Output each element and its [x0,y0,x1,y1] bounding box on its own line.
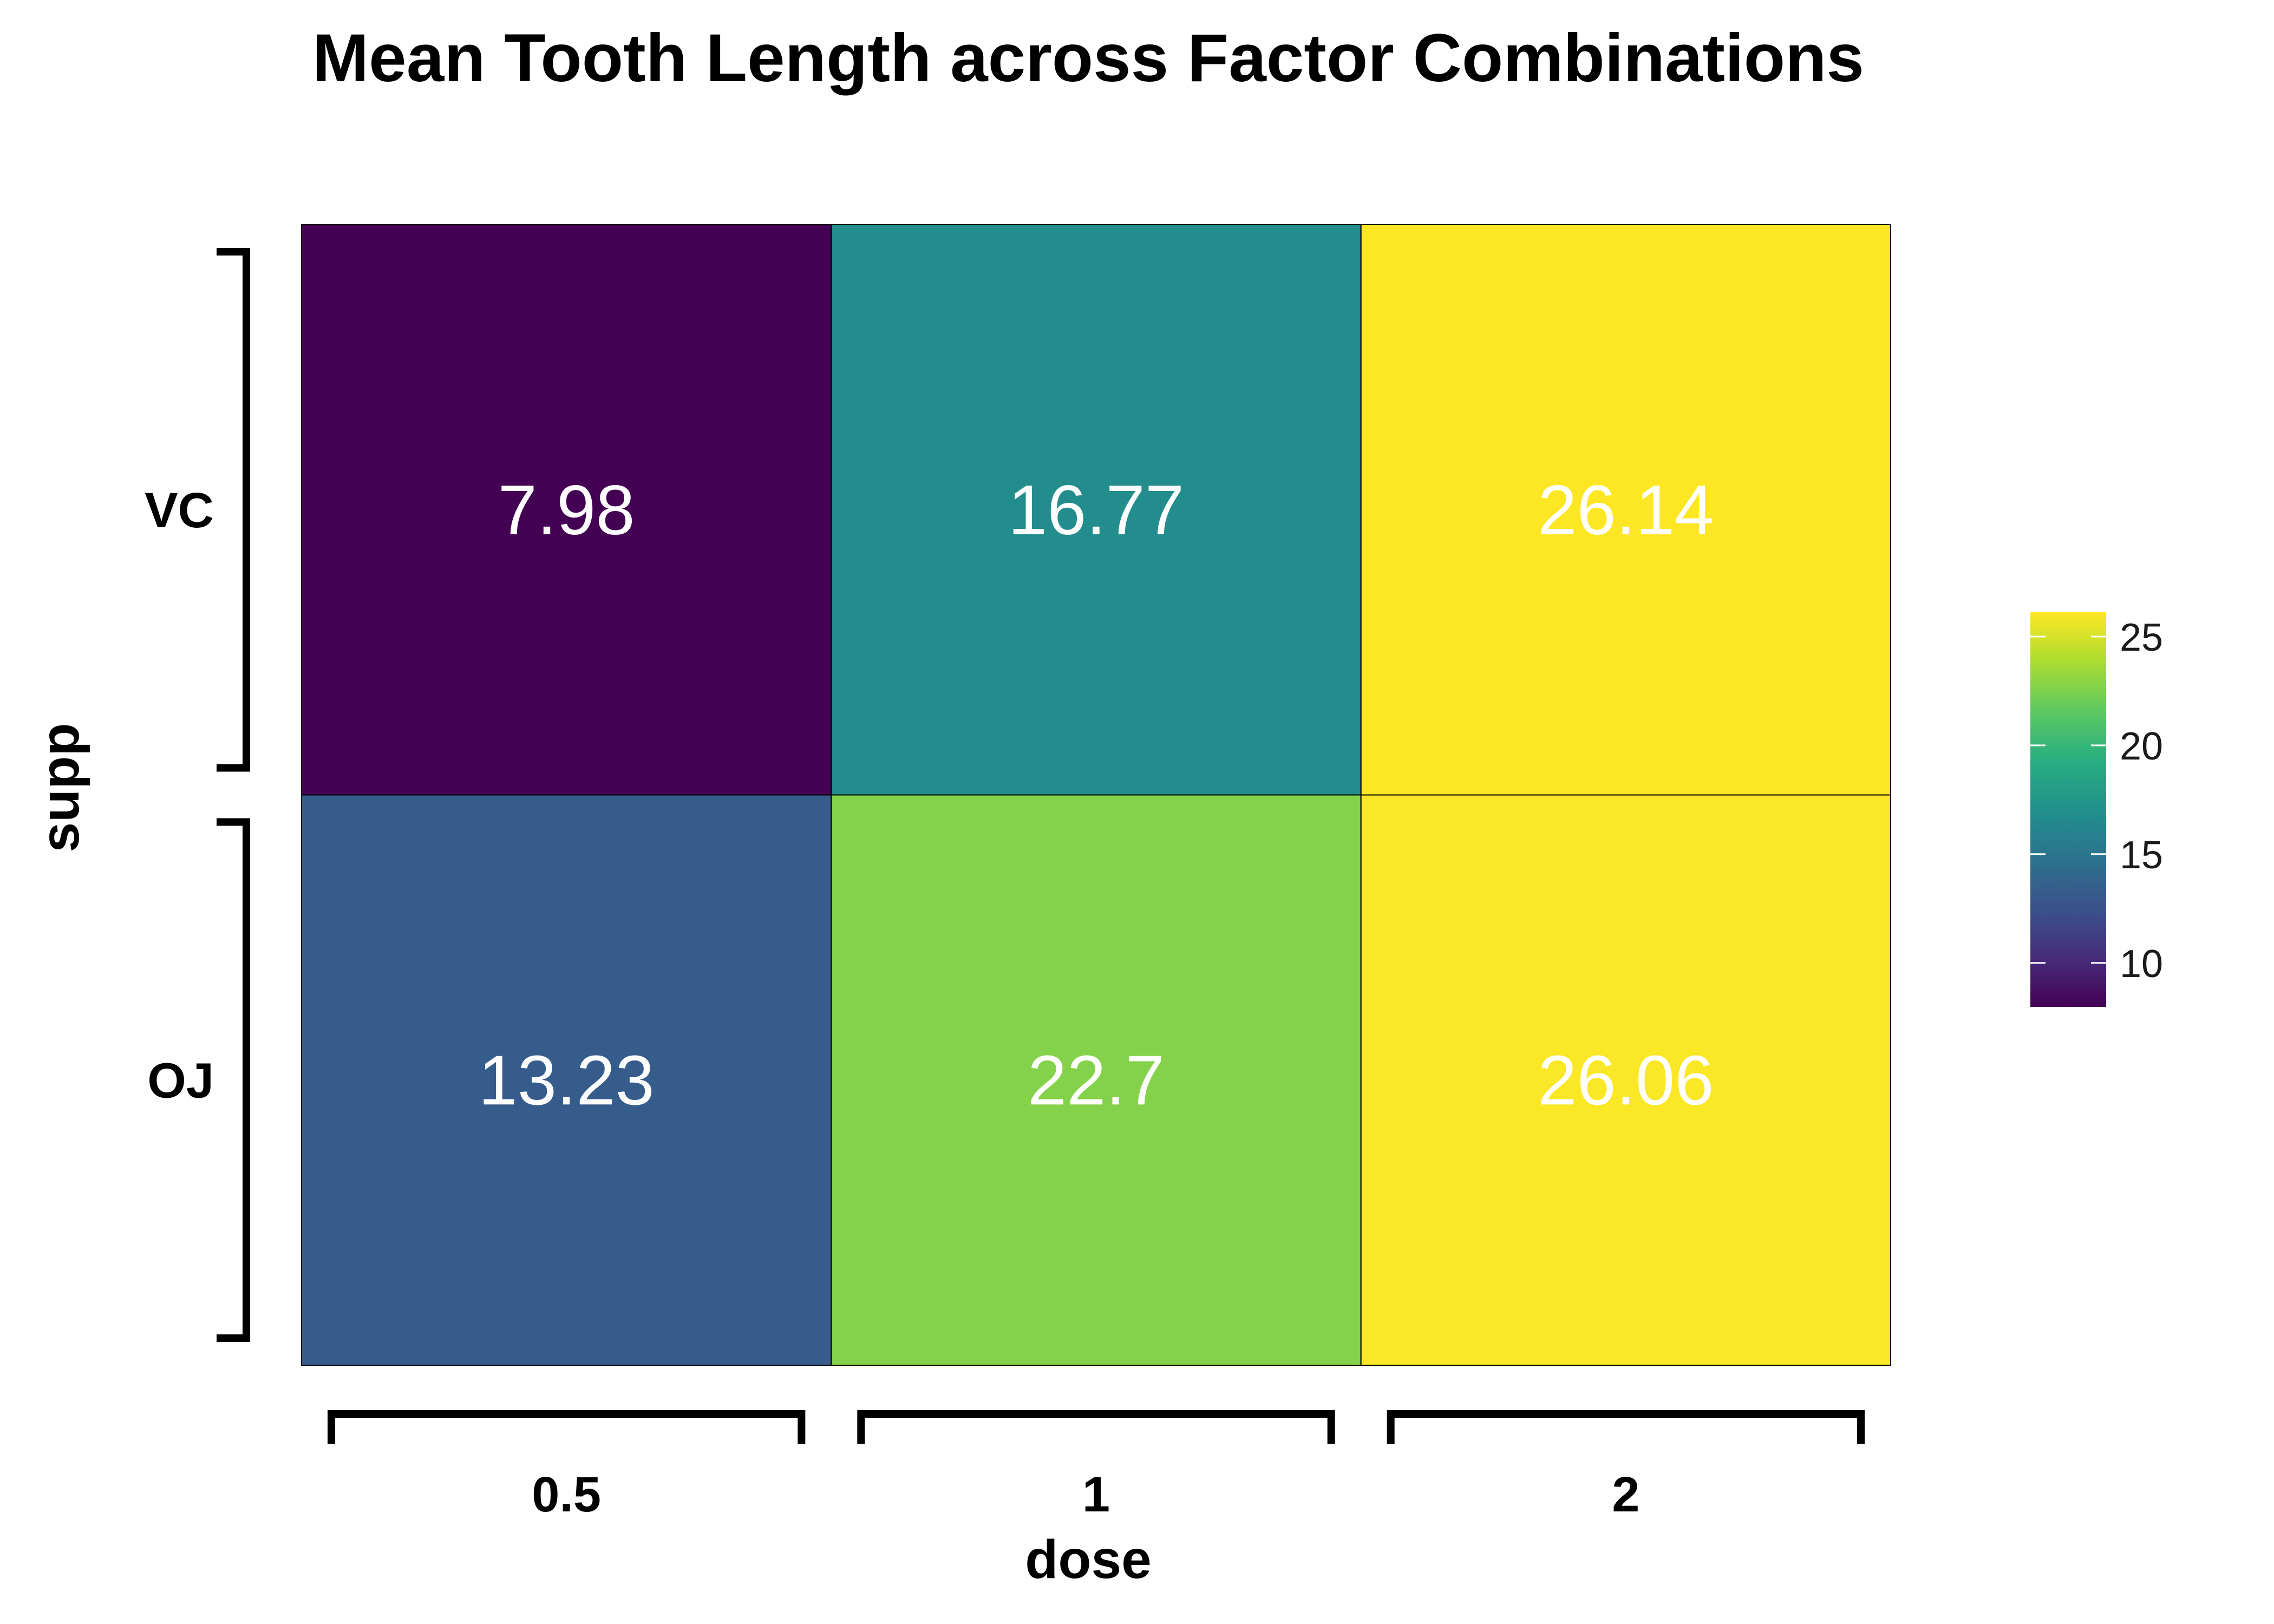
y-axis-brackets [217,248,250,1342]
cell-value-label: 16.77 [1008,470,1184,549]
x-bracket-2 [1387,1410,1865,1444]
heatmap-cell-vc-2 [1360,224,1892,796]
y-tick-labels: VC OJ [145,483,214,1109]
heatmap-cell-oj-0_5 [301,794,832,1366]
cell-value-label: 26.14 [1538,470,1714,549]
chart-title: Mean Tooth Length across Factor Combinat… [312,21,1864,96]
colorbar-tick-label: 25 [2120,616,2163,659]
cell-value-label: 22.7 [1028,1040,1165,1119]
heatmap-cell-vc-0_5 [301,224,832,796]
x-axis-brackets [328,1410,1865,1444]
colorbar-tick-label: 20 [2120,725,2163,768]
cell-value-labels: 7.98 16.77 26.14 13.23 22.7 26.06 [479,470,1714,1120]
y-tick-label: OJ [147,1053,214,1108]
colorbar-tick-label: 15 [2120,834,2163,877]
x-tick-label: 1 [1082,1467,1110,1522]
x-tick-label: 0.5 [532,1467,601,1522]
x-tick-labels: 0.5 1 2 [532,1467,1639,1522]
cell-value-label: 26.06 [1538,1040,1714,1119]
x-bracket-1 [857,1410,1335,1444]
heatmap-cell-oj-1 [831,794,1362,1366]
y-axis-title: supp [30,723,90,853]
cell-value-label: 7.98 [498,470,635,549]
colorbar [2030,612,2106,1007]
color-legend: 10 15 20 25 [2030,612,2163,1007]
heatmap-cells [301,224,1892,1366]
heatmap-cell-vc-1 [831,224,1362,796]
y-tick-label: VC [145,483,214,538]
colorbar-tick-label: 10 [2120,942,2163,986]
heatmap-cell-oj-2 [1360,794,1892,1366]
x-bracket-0_5 [328,1410,806,1444]
y-bracket-vc [217,248,250,772]
x-tick-label: 2 [1612,1467,1639,1522]
x-axis-title: dose [1025,1529,1151,1590]
colorbar-ticks: 10 15 20 25 [2030,616,2163,986]
y-bracket-oj [217,818,250,1342]
cell-value-label: 13.23 [479,1040,655,1119]
